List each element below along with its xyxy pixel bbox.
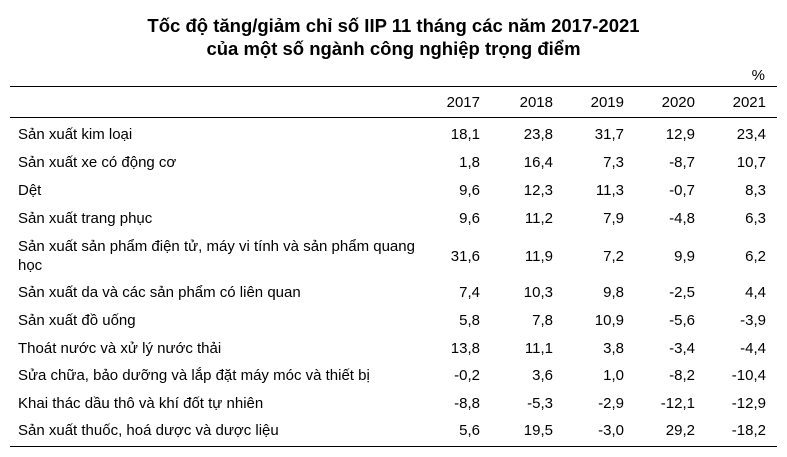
cell-2019: 31,7 [594,126,624,143]
row-label: Sản xuất đồ uống [18,312,136,329]
table-row: Sản xuất kim loại 18,1 23,8 31,7 12,9 23,4 [10,125,777,144]
cell-2017: 13,8 [450,340,480,357]
cell-2020: -0,7 [669,182,695,199]
cell-2019: -3,0 [598,422,624,439]
cell-2017: 9,6 [459,210,480,227]
header-top-rule [10,86,777,87]
cell-2017: 7,4 [459,284,480,301]
cell-2018: 19,5 [523,422,553,439]
cell-2021: -3,9 [740,312,766,329]
cell-2019: 7,2 [603,248,624,265]
cell-2017: 5,8 [459,312,480,329]
row-label: Sản xuất thuốc, hoá dược và dược liệu [18,422,279,439]
row-label: Sản xuất sản phẩm điện tử, máy vi tính v… [18,238,415,274]
table-row: Sản xuất thuốc, hoá dược và dược liệu 5,6… [10,421,777,440]
cell-2018: 11,9 [524,248,553,265]
table-row: Sản xuất đồ uống 5,8 7,8 10,9 -5,6 -3,9 [10,311,777,330]
row-label: Sản xuất kim loại [18,126,133,143]
cell-2017: 31,6 [450,248,480,265]
cell-2019: 7,3 [603,154,624,171]
cell-2017: -0,2 [454,367,480,384]
cell-2020: 9,9 [674,248,695,265]
cell-2020: -8,2 [669,367,695,384]
column-header-2017: 2017 [446,94,480,111]
cell-2020: -8,7 [669,154,695,171]
cell-2021: -10,4 [731,367,766,384]
cell-2018: 10,3 [523,284,553,301]
cell-2018: -5,3 [527,395,553,412]
cell-2020: 12,9 [665,126,695,143]
column-header-2021: 2021 [732,94,766,111]
cell-2021: 6,3 [745,210,766,227]
cell-2019: 3,8 [603,340,624,357]
table-title: Tốc độ tăng/giảm chỉ số IIP 11 tháng các… [0,14,787,60]
cell-2018: 12,3 [523,182,553,199]
table-row: Dệt 9,6 12,3 11,3 -0,7 8,3 [10,181,777,200]
cell-2021: 23,4 [736,126,766,143]
row-label: Sửa chữa, bảo dưỡng và lắp đặt máy móc v… [18,367,370,384]
row-label: Sản xuất da và các sản phẩm có liên quan [18,284,301,301]
cell-2018: 23,8 [523,126,553,143]
cell-2019: 1,0 [603,367,624,384]
cell-2021: 10,7 [736,154,766,171]
table-row: Sản xuất xe có động cơ 1,8 16,4 7,3 -8,7 10,7 [10,153,777,172]
cell-2018: 16,4 [523,154,553,171]
column-header-2019: 2019 [590,94,624,111]
row-label: Sản xuất trang phục [18,210,153,227]
header-bottom-rule [10,117,777,118]
cell-2019: 7,9 [603,210,624,227]
row-label: Thoát nước và xử lý nước thải [18,340,222,357]
cell-2020: -3,4 [669,340,695,357]
cell-2020: 29,2 [665,422,695,439]
cell-2019: 9,8 [603,284,624,301]
cell-2021: -12,9 [731,395,766,412]
cell-2020: -2,5 [669,284,695,301]
cell-2021: 8,3 [745,182,766,199]
cell-2017: -8,8 [454,395,480,412]
title-line-1: Tốc độ tăng/giảm chỉ số IIP 11 tháng các… [147,15,640,36]
cell-2019: 11,3 [595,182,624,199]
row-label: Khai thác dầu thô và khí đốt tự nhiên [18,395,264,412]
cell-2018: 3,6 [532,367,553,384]
cell-2019: -2,9 [598,395,624,412]
cell-2017: 5,6 [459,422,480,439]
cell-2021: -18,2 [731,422,766,439]
table-row: Sản xuất trang phục 9,6 11,2 7,9 -4,8 6,3 [10,209,777,228]
table-row: Khai thác dầu thô và khí đốt tự nhiên -8,… [10,394,777,413]
row-label: Sản xuất xe có động cơ [18,154,177,171]
title-line-2: của một số ngành công nghiệp trọng điểm [206,38,581,59]
table-row: Sản xuất sản phẩm điện tử, máy vi tính v… [10,237,777,275]
table-row: Sửa chữa, bảo dưỡng và lắp đặt máy móc v… [10,366,777,385]
cell-2020: -5,6 [669,312,695,329]
cell-2017: 9,6 [459,182,480,199]
cell-2020: -4,8 [669,210,695,227]
cell-2018: 11,2 [524,210,553,227]
column-header-2020: 2020 [661,94,695,111]
cell-2017: 18,1 [450,126,480,143]
column-header-2018: 2018 [519,94,553,111]
table-row: Thoát nước và xử lý nước thải 13,8 11,1 3,8… [10,339,777,358]
row-label: Dệt [18,182,42,199]
cell-2018: 7,8 [532,312,553,329]
cell-2021: -4,4 [740,340,766,357]
cell-2020: -12,1 [660,395,695,412]
cell-2018: 11,1 [524,340,553,357]
cell-2017: 1,8 [459,154,480,171]
cell-2021: 4,4 [745,284,766,301]
cell-2019: 10,9 [594,312,624,329]
table-row: Sản xuất da và các sản phẩm có liên quan… [10,283,777,302]
unit-label: % [751,67,765,84]
table-bottom-rule [10,446,777,447]
cell-2021: 6,2 [745,248,766,265]
